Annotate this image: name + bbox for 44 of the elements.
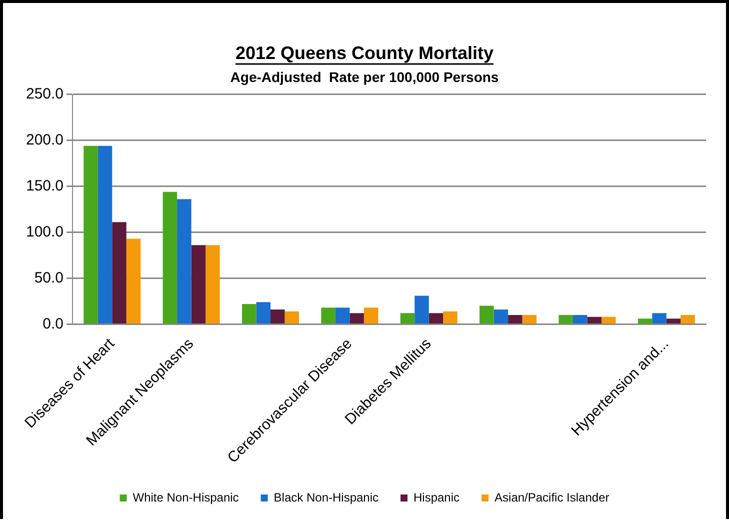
bar (242, 304, 256, 324)
bar (601, 316, 616, 324)
bar (558, 315, 573, 324)
bar (652, 313, 666, 324)
legend-label: Asian/Pacific Islander (494, 490, 610, 504)
bar (256, 302, 270, 324)
bar (284, 311, 299, 324)
bar (191, 245, 206, 324)
legend-label: White Non-Hispanic (132, 490, 239, 504)
bar (508, 315, 522, 324)
bar (494, 309, 508, 324)
bar (587, 316, 602, 324)
bar (321, 308, 336, 324)
y-tick-label: 200.0 (26, 132, 64, 148)
bar (84, 146, 98, 324)
y-tick-label: 150.0 (26, 177, 64, 194)
bar (666, 318, 681, 324)
chart-subtitle: Age-Adjusted Rate per 100,000 Persons (230, 68, 499, 85)
bar (680, 315, 695, 324)
bar (98, 146, 112, 324)
legend-label: Black Non-Hispanic (274, 490, 379, 504)
bar (522, 315, 537, 324)
y-tick-label: 50.0 (34, 269, 64, 286)
bar (364, 308, 378, 324)
bar (400, 313, 415, 324)
y-tick-label: 100.0 (26, 223, 64, 240)
bar (206, 245, 220, 324)
bar (335, 308, 350, 324)
y-tick-label: 0.0 (42, 315, 64, 332)
bar (414, 296, 429, 324)
bar (428, 313, 444, 324)
chart-title: 2012 Queens County Mortality (235, 42, 494, 63)
bar (162, 192, 178, 324)
bar (480, 306, 494, 324)
bar (112, 222, 126, 324)
bar (638, 318, 652, 324)
bar (443, 311, 458, 324)
y-tick-label: 250.0 (26, 86, 64, 103)
bar (270, 309, 285, 324)
bar (572, 315, 588, 324)
bar (350, 313, 364, 324)
legend-label: Hispanic (414, 490, 460, 504)
bar (177, 199, 192, 324)
bar (126, 238, 141, 324)
